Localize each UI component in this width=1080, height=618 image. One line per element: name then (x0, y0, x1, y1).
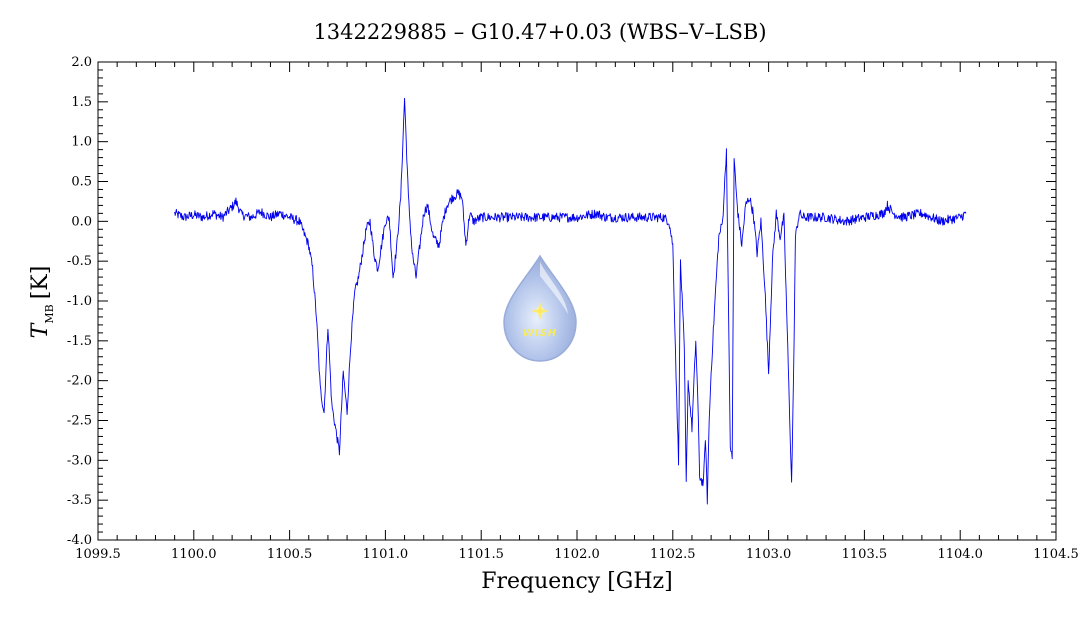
chart-title: 1342229885 – G10.47+0.03 (WBS–V–LSB) (313, 20, 766, 44)
axes: 1099.5 1100.0 1100.5 1101.0 1101.5 1102.0 1102… (67, 55, 1079, 562)
y-tick-label: 1.5 (71, 95, 92, 110)
y-tick-label: 0.5 (71, 175, 92, 190)
y-tick-label: -3.0 (67, 453, 92, 468)
x-tick-label: 1100.0 (171, 547, 217, 562)
y-tick-label: -3.5 (67, 493, 92, 508)
x-tick-label: 1104.5 (1033, 547, 1079, 562)
y-tick-label: -2.5 (67, 414, 92, 429)
y-axis-label: TMB [K] (28, 266, 56, 339)
y-tick-label: -0.5 (67, 254, 92, 269)
star-icon (531, 302, 549, 320)
x-tick-label: 1101.5 (458, 547, 504, 562)
x-tick-label: 1099.5 (75, 547, 121, 562)
y-tick-label: 2.0 (71, 55, 92, 70)
x-tick-label: 1103.0 (746, 547, 792, 562)
logo-text: WISH (523, 328, 557, 339)
x-tick-label: 1101.0 (363, 547, 409, 562)
y-axis-label-main: T (28, 321, 53, 338)
y-tick-label: 1.0 (71, 135, 92, 150)
y-tick-label: -2.0 (67, 374, 92, 389)
y-axis-label-sub: MB (43, 304, 56, 323)
x-tick-label: 1102.0 (554, 547, 600, 562)
wish-logo: WISH (503, 254, 577, 362)
plot-area (174, 97, 967, 505)
x-tick-label: 1104.0 (937, 547, 983, 562)
y-tick-label: -1.5 (67, 334, 92, 349)
x-tick-label: 1102.5 (650, 547, 696, 562)
plot-frame (97, 61, 1057, 541)
y-tick-label: -4.0 (67, 533, 92, 548)
x-tick-label: 1103.5 (842, 547, 888, 562)
spectrum-line (174, 97, 967, 505)
y-tick-label: -1.0 (67, 294, 92, 309)
x-tick-label: 1100.5 (267, 547, 313, 562)
drop-highlight-icon (540, 262, 568, 314)
y-axis-label-unit: [K] (28, 266, 53, 300)
y-tick-label: 0.0 (71, 214, 92, 229)
x-axis-label: Frequency [GHz] (481, 569, 673, 594)
